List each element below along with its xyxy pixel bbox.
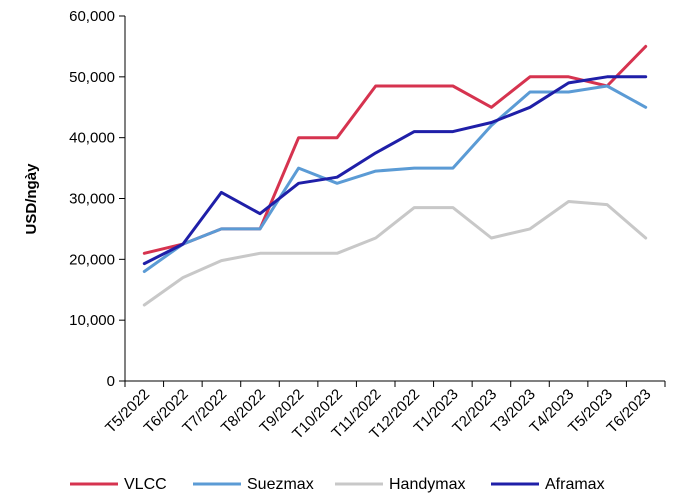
y-axis-title: USD/ngày	[23, 163, 40, 235]
x-axis-ticks: T5/2022T6/2022T7/2022T8/2022T9/2022T10/2…	[102, 381, 666, 443]
y-tick-label: 0	[107, 373, 115, 390]
y-tick-label: 50,000	[69, 69, 115, 86]
series-lines	[142, 44, 648, 307]
legend: VLCC Suezmax Handymax Aframax	[70, 476, 605, 493]
y-tick-label: 30,000	[69, 191, 115, 208]
legend-label: Handymax	[389, 476, 465, 493]
legend-label: VLCC	[124, 476, 167, 493]
legend-label: Aframax	[545, 476, 605, 493]
y-tick-label: 10,000	[69, 312, 115, 329]
y-tick-label: 60,000	[69, 8, 115, 25]
series-line-aframax	[142, 75, 648, 266]
legend-label: Suezmax	[247, 476, 314, 493]
series-line-handymax	[142, 200, 648, 307]
y-tick-label: 40,000	[69, 130, 115, 147]
y-tick-label: 20,000	[69, 251, 115, 268]
series-line-suezmax	[142, 84, 648, 273]
y-axis-ticks: 0 10,000 20,000 30,000 40,000 50,000 60,000	[69, 8, 125, 390]
